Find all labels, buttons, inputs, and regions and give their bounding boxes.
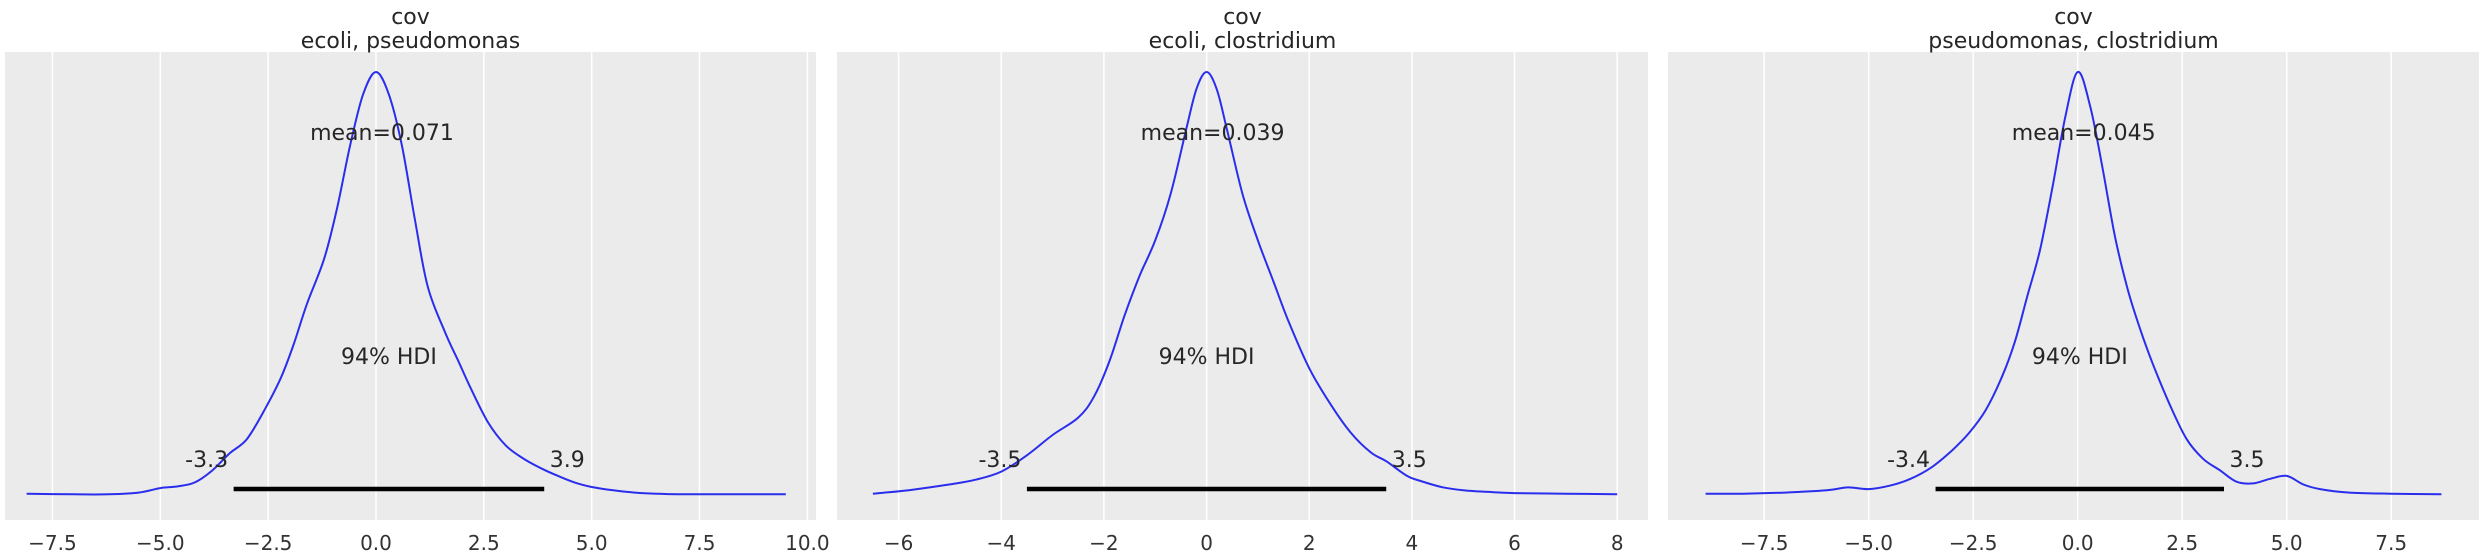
x-tick-label: −5.0	[136, 531, 185, 552]
mean-label: mean=0.045	[2012, 121, 2156, 146]
hdi-label: 94% HDI	[1159, 345, 1255, 370]
x-tick-label: 6	[1508, 531, 1521, 552]
x-tick-label: 8	[1611, 531, 1624, 552]
panel-title-variable: cov	[1223, 5, 1262, 30]
x-tick-label: 4	[1406, 531, 1419, 552]
x-tick-label: 0	[1200, 531, 1213, 552]
x-tick-label: −7.5	[1740, 531, 1789, 552]
x-tick-label: −2.5	[244, 531, 293, 552]
x-tick-label: −6	[884, 531, 913, 552]
x-tick-label: 5.0	[2271, 531, 2303, 552]
density-line	[1705, 71, 2442, 496]
x-tick-label: 5.0	[576, 531, 608, 552]
x-tick-label: 7.5	[2375, 531, 2407, 552]
hdi-low-label: -3.5	[978, 448, 1021, 473]
panel-title-coords: ecoli, clostridium	[1149, 29, 1337, 54]
panel-title-variable: cov	[391, 5, 430, 30]
hdi-label: 94% HDI	[2032, 345, 2128, 370]
hdi-low-label: -3.4	[1887, 448, 1930, 473]
mean-label: mean=0.039	[1141, 121, 1285, 146]
plot-background	[5, 52, 816, 520]
x-tick-label: −4	[987, 531, 1016, 552]
density-line	[872, 70, 1618, 496]
x-tick-label: −2.5	[1949, 531, 1998, 552]
x-tick-label: −5.0	[1844, 531, 1893, 552]
hdi-high-label: 3.9	[550, 448, 585, 473]
panel-title-variable: cov	[2054, 5, 2093, 30]
panel-3: −7.5 −5.0 −2.5 0.0 2.5 5.0 7.5 covpseudomonas, …	[1668, 5, 2479, 552]
hdi-high-label: 3.5	[2229, 448, 2264, 473]
x-tick-label: 0.0	[360, 531, 392, 552]
density-line	[26, 70, 786, 496]
x-tick-label: −2	[1089, 531, 1118, 552]
x-tick-label: 10.0	[785, 531, 830, 552]
plot-background	[1668, 52, 2479, 520]
mean-label: mean=0.071	[310, 121, 454, 146]
x-tick-label: 0.0	[2062, 531, 2094, 552]
x-tick-label: −7.5	[28, 531, 77, 552]
hdi-low-label: -3.3	[185, 448, 228, 473]
x-tick-label: 2	[1303, 531, 1316, 552]
x-tick-label: 2.5	[2166, 531, 2198, 552]
x-tick-label: 2.5	[468, 531, 500, 552]
hdi-high-label: 3.5	[1392, 448, 1427, 473]
panel-title-coords: ecoli, pseudomonas	[301, 29, 520, 54]
hdi-label: 94% HDI	[341, 345, 437, 370]
x-tick-label: 7.5	[684, 531, 716, 552]
plot-background	[837, 52, 1648, 520]
panel-title-coords: pseudomonas, clostridium	[1928, 29, 2218, 54]
